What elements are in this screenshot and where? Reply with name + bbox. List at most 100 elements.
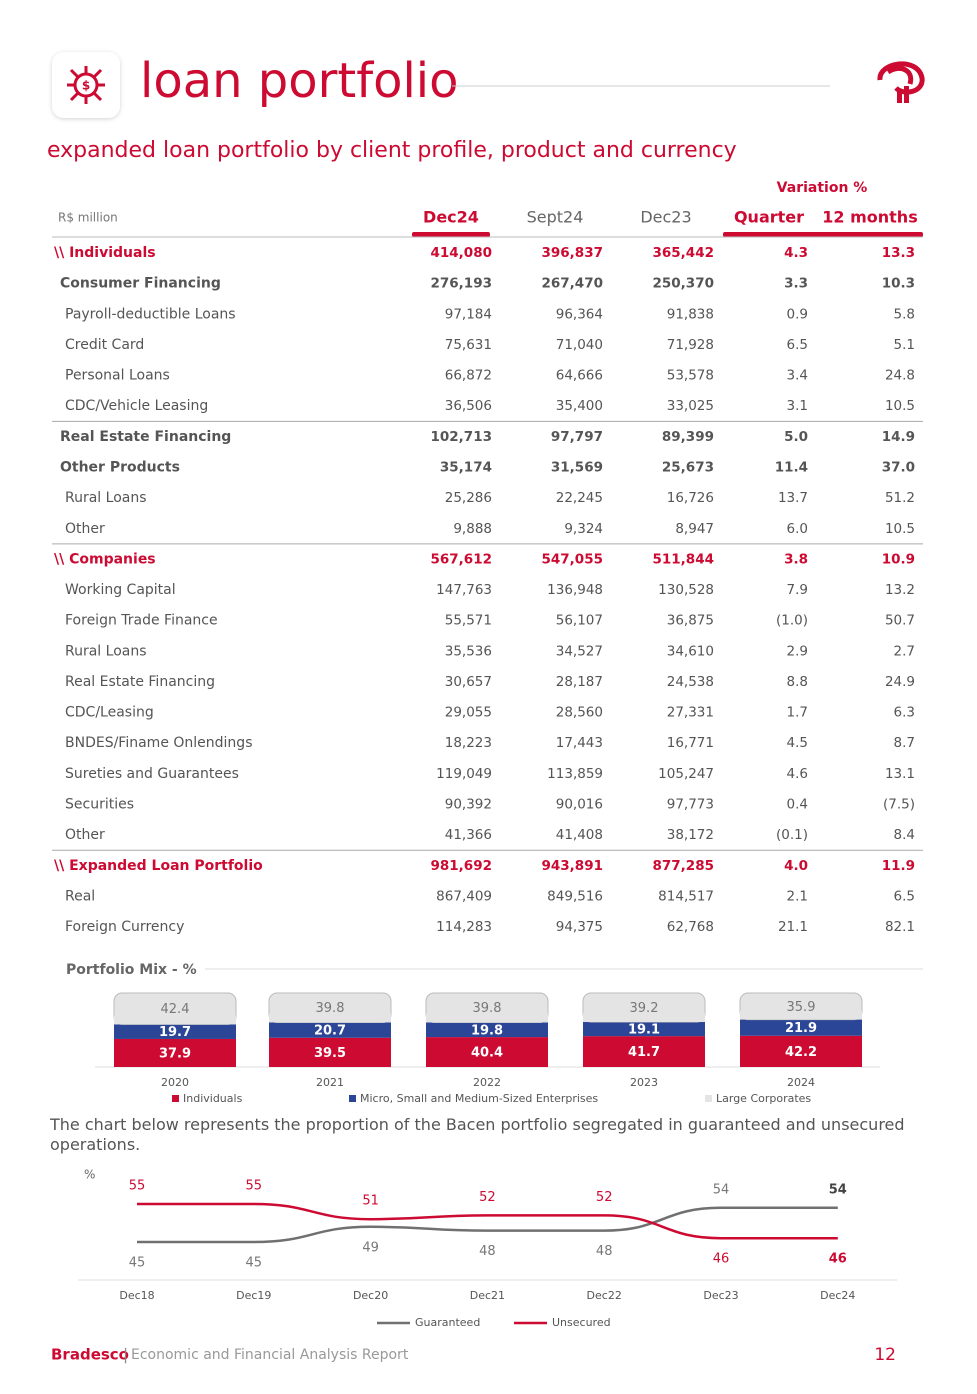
page-number: 12 <box>874 1345 896 1365</box>
cell: 113,859 <box>547 766 603 782</box>
footer-brand: Bradesco <box>51 1346 129 1364</box>
icon-box <box>52 52 120 118</box>
data-label: 39.8 <box>316 1001 345 1016</box>
footer-report: Economic and Financial Analysis Report <box>131 1347 409 1363</box>
header-underline <box>412 232 490 237</box>
cell: 981,692 <box>431 858 493 874</box>
cell: 36,506 <box>445 398 492 414</box>
cell: 2.1 <box>787 888 808 904</box>
cell: 867,409 <box>436 888 492 904</box>
cell: 147,763 <box>436 582 492 598</box>
note-box: The chart below represents the proportio… <box>50 1115 905 1154</box>
cell: 94,375 <box>556 919 603 935</box>
row-label: Foreign Currency <box>65 919 184 935</box>
cell: 8,947 <box>675 521 714 537</box>
cell: 13.1 <box>885 766 915 782</box>
bar-segment <box>583 1036 705 1067</box>
column-header: 12 months <box>822 208 917 227</box>
x-tick-label: 2020 <box>161 1076 189 1089</box>
cell: 36,875 <box>667 613 714 629</box>
data-label: 49 <box>362 1240 379 1255</box>
cell: 5.1 <box>894 337 915 353</box>
cell: 0.4 <box>787 797 808 813</box>
cell: 3.4 <box>787 368 808 384</box>
bar-segment <box>269 1022 391 1038</box>
x-tick-label: 2022 <box>473 1076 501 1089</box>
x-tick-label: Dec19 <box>236 1289 271 1302</box>
data-label: 39.8 <box>473 1001 502 1016</box>
bar-segment-fill <box>426 1013 548 1023</box>
row-label: \\ Expanded Loan Portfolio <box>54 858 263 874</box>
data-label: 55 <box>129 1179 146 1194</box>
bar-segment-fill <box>114 1015 236 1025</box>
header-underline <box>723 232 923 237</box>
data-label: 42.2 <box>785 1045 817 1060</box>
data-label: 19.1 <box>628 1023 660 1038</box>
cell: 97,184 <box>445 306 492 322</box>
data-label: 39.2 <box>630 1001 659 1016</box>
cell: 38,172 <box>667 827 714 843</box>
cell: 21.1 <box>778 919 808 935</box>
data-label: 40.4 <box>471 1046 503 1061</box>
cell: 24.8 <box>885 368 915 384</box>
x-tick-label: Dec22 <box>587 1289 622 1302</box>
cell: 4.6 <box>787 766 808 782</box>
cell: 8.7 <box>894 735 915 751</box>
logo-bar <box>904 86 909 103</box>
data-label: 39.5 <box>314 1046 346 1061</box>
data-label: 37.9 <box>159 1046 191 1061</box>
cell: 6.0 <box>787 521 808 537</box>
cell: 27,331 <box>667 705 714 721</box>
x-tick-label: Dec21 <box>470 1289 505 1302</box>
cell: 66,872 <box>445 368 492 384</box>
footer-separator: | <box>123 1346 128 1364</box>
cell: 943,891 <box>542 858 604 874</box>
data-label: 41.7 <box>628 1045 660 1060</box>
row-label: Payroll-deductible Loans <box>65 306 236 322</box>
bar-segment <box>740 1035 862 1067</box>
bar-segment <box>426 1037 548 1067</box>
cell: 11.9 <box>882 858 915 874</box>
cell: 75,631 <box>445 337 492 353</box>
subtitle: expanded loan portfolio by client profil… <box>47 138 737 163</box>
cell: 30,657 <box>445 674 492 690</box>
data-label: 52 <box>596 1190 613 1205</box>
cell: 276,193 <box>431 276 493 292</box>
legend-label: Unsecured <box>552 1316 611 1329</box>
cell: 97,773 <box>667 797 714 813</box>
cell: (0.1) <box>776 827 808 843</box>
data-label: 51 <box>362 1194 379 1209</box>
column-header: Dec23 <box>640 208 691 227</box>
data-label: 21.9 <box>785 1021 817 1036</box>
cell: 250,370 <box>653 276 715 292</box>
logo-bar <box>897 90 902 103</box>
data-label: 20.7 <box>314 1024 346 1039</box>
cell: 25,286 <box>445 490 492 506</box>
cell: 8.4 <box>894 827 915 843</box>
row-label: CDC/Vehicle Leasing <box>65 398 208 414</box>
cell: 849,516 <box>547 888 603 904</box>
row-label: Working Capital <box>65 582 176 598</box>
legend-swatch <box>705 1095 712 1102</box>
cell: 28,187 <box>556 674 603 690</box>
cell: 24.9 <box>885 674 915 690</box>
data-label: 48 <box>479 1244 496 1259</box>
x-tick-label: 2023 <box>630 1076 658 1089</box>
data-label: 19.7 <box>159 1025 191 1040</box>
row-label: Rural Loans <box>65 643 147 659</box>
cell: 10.3 <box>882 276 915 292</box>
cell: 6.5 <box>894 888 915 904</box>
cell: 16,771 <box>667 735 714 751</box>
data-label: 46 <box>713 1252 730 1267</box>
cell: 10.9 <box>882 551 915 567</box>
column-header: Quarter <box>734 208 804 227</box>
row-label: CDC/Leasing <box>65 705 154 721</box>
cell: 4.0 <box>784 858 808 874</box>
legend-swatch <box>349 1095 356 1102</box>
cell: 55,571 <box>445 613 492 629</box>
data-label: 48 <box>596 1244 613 1259</box>
cell: 28,560 <box>556 705 603 721</box>
column-header: Dec24 <box>423 208 479 227</box>
cell: 8.8 <box>787 674 808 690</box>
